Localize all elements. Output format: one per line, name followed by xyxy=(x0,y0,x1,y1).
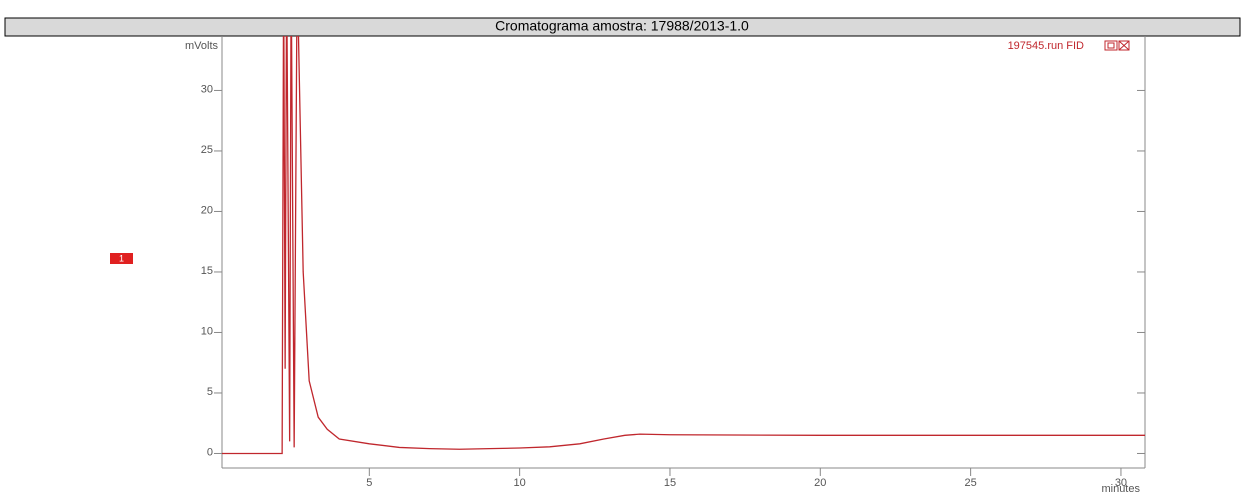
x-tick-label: 15 xyxy=(664,477,676,489)
y-tick-label: 25 xyxy=(201,144,213,156)
legend-icon xyxy=(1104,40,1118,51)
y-axis-label: mVolts xyxy=(185,40,219,52)
y-tick-label: 15 xyxy=(201,265,213,277)
annotation: 1 xyxy=(119,253,124,263)
chart-title: Cromatograma amostra: 17988/2013-1.0 xyxy=(495,18,749,34)
legend-icon xyxy=(1107,42,1115,49)
y-tick-label: 0 xyxy=(207,446,213,458)
x-tick-label: 5 xyxy=(366,477,372,489)
title-bar xyxy=(4,17,1241,37)
legend-label: 197545.run FID xyxy=(1008,40,1084,52)
annotation-box xyxy=(110,253,133,264)
y-tick-label: 10 xyxy=(201,325,213,337)
y-tick-label: 30 xyxy=(201,83,213,95)
x-tick-label: 10 xyxy=(514,477,526,489)
x-tick-label: 20 xyxy=(814,477,826,489)
legend-icon xyxy=(1118,40,1130,51)
y-tick-label: 20 xyxy=(201,204,213,216)
legend-icon xyxy=(1118,40,1130,51)
x-axis-label: minutes xyxy=(1101,483,1140,493)
data-line xyxy=(222,36,1145,455)
x-tick-label: 25 xyxy=(964,477,976,489)
x-tick-label: 30 xyxy=(1115,477,1127,489)
y-tick-label: 5 xyxy=(207,386,213,398)
